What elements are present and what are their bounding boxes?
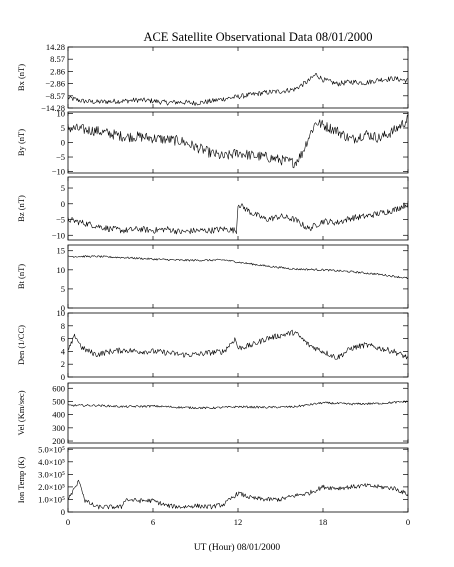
y-tick-label-bx: −8.57	[45, 91, 65, 101]
y-tick-label-bz: −10	[52, 230, 65, 240]
series-line-vel	[67, 400, 409, 410]
y-tick-label-vel: 400	[52, 410, 65, 420]
panel-temp: 5.0×10⁵ 4.0×10⁵ 3.0×10⁵ 2.0×10⁵ 1.0×10⁵ 0 Ion …	[16, 444, 409, 517]
y-tick-label-bx: −2.86	[45, 79, 65, 89]
series-line-bx	[67, 73, 409, 106]
x-tick-label: 0	[66, 517, 70, 527]
panel-by: 10 5 0 −5 −10 By (nT)	[16, 108, 409, 177]
y-tick-label-temp: 3.0×10⁵	[38, 469, 65, 479]
x-tick-label: 12	[234, 517, 243, 527]
x-tick-label: 18	[319, 517, 328, 527]
y-tick-label-den: 10	[57, 308, 66, 318]
y-axis-label-bt: Bt (nT)	[16, 264, 26, 289]
y-tick-label-bx: 2.86	[50, 66, 65, 76]
x-axis-label: UT (Hour) 08/01/2000	[194, 542, 281, 553]
y-tick-label-temp: 1.0×10⁵	[38, 494, 65, 504]
y-axis-label-bz: Bz (nT)	[16, 195, 26, 222]
y-tick-label-vel: 600	[52, 383, 65, 393]
y-tick-label-by: 0	[61, 138, 65, 148]
y-axis-label-bx: Bx (nT)	[16, 64, 26, 91]
y-tick-label-vel: 500	[52, 396, 65, 406]
y-tick-label-bt: 0	[61, 303, 65, 313]
y-tick-label-bt: 15	[57, 246, 66, 256]
series-line-den	[67, 329, 409, 360]
y-tick-label-bt: 5	[61, 284, 65, 294]
y-tick-label-by: −10	[52, 167, 65, 177]
y-tick-label-by: 10	[57, 108, 66, 118]
y-tick-label-den: 8	[61, 321, 65, 331]
y-axis-label-temp: Ion Temp (K)	[16, 457, 26, 504]
series-line-by	[67, 115, 409, 169]
panel-den: 10 8 6 4 2 0 Den (1/CC)	[16, 308, 409, 382]
y-axis-label-vel: Vel (Km/sec)	[16, 390, 26, 435]
y-tick-label-den: 2	[61, 359, 65, 369]
y-tick-label-den: 0	[61, 372, 65, 382]
y-tick-label-den: 6	[61, 334, 65, 344]
y-tick-label-den: 4	[61, 346, 66, 356]
panel-frame-bx	[67, 46, 409, 109]
y-tick-label-bz: 5	[61, 183, 65, 193]
y-tick-label-bx: 14.28	[46, 42, 65, 52]
y-axis-label-den: Den (1/CC)	[16, 325, 26, 365]
y-tick-label-temp: 4.0×10⁵	[38, 457, 65, 467]
chart-title: ACE Satellite Observational Data 08/01/2…	[143, 30, 372, 44]
panel-frame-bt	[67, 244, 409, 309]
y-tick-label-by: 5	[61, 123, 65, 133]
panel-bt: 15 10 5 0 Bt (nT)	[16, 244, 409, 313]
x-tick-label: 6	[151, 517, 155, 527]
x-tick-label: 0	[406, 517, 410, 527]
panel-frame-vel	[67, 382, 409, 444]
y-tick-label-bz: 0	[61, 199, 65, 209]
panel-bx: 14.28 8.57 2.86 −2.86 −8.57 −14.28 Bx (nT)	[16, 42, 409, 113]
y-tick-label-temp: 5.0×10⁵	[38, 444, 65, 454]
panel-vel: 600 500 400 300 200 Vel (Km/sec)	[16, 382, 409, 446]
panel-frame-temp	[67, 447, 409, 513]
y-tick-label-bz: −5	[56, 215, 65, 225]
y-tick-label-bx: 8.57	[50, 54, 65, 64]
series-line-bt	[67, 255, 409, 280]
y-tick-label-temp: 2.0×10⁵	[38, 482, 65, 492]
y-tick-label-by: −5	[56, 152, 65, 162]
y-tick-label-temp: 0	[61, 507, 65, 517]
y-tick-label-vel: 200	[52, 436, 65, 446]
series-line-bz	[67, 200, 409, 235]
series-line-temp	[67, 479, 409, 510]
panel-bz: 5 0 −5 −10 Bz (nT)	[16, 176, 409, 241]
y-tick-label-vel: 300	[52, 423, 65, 433]
y-tick-label-bx: −14.28	[41, 103, 65, 113]
y-tick-label-bt: 10	[57, 265, 66, 275]
y-axis-label-by: By (nT)	[16, 129, 26, 156]
